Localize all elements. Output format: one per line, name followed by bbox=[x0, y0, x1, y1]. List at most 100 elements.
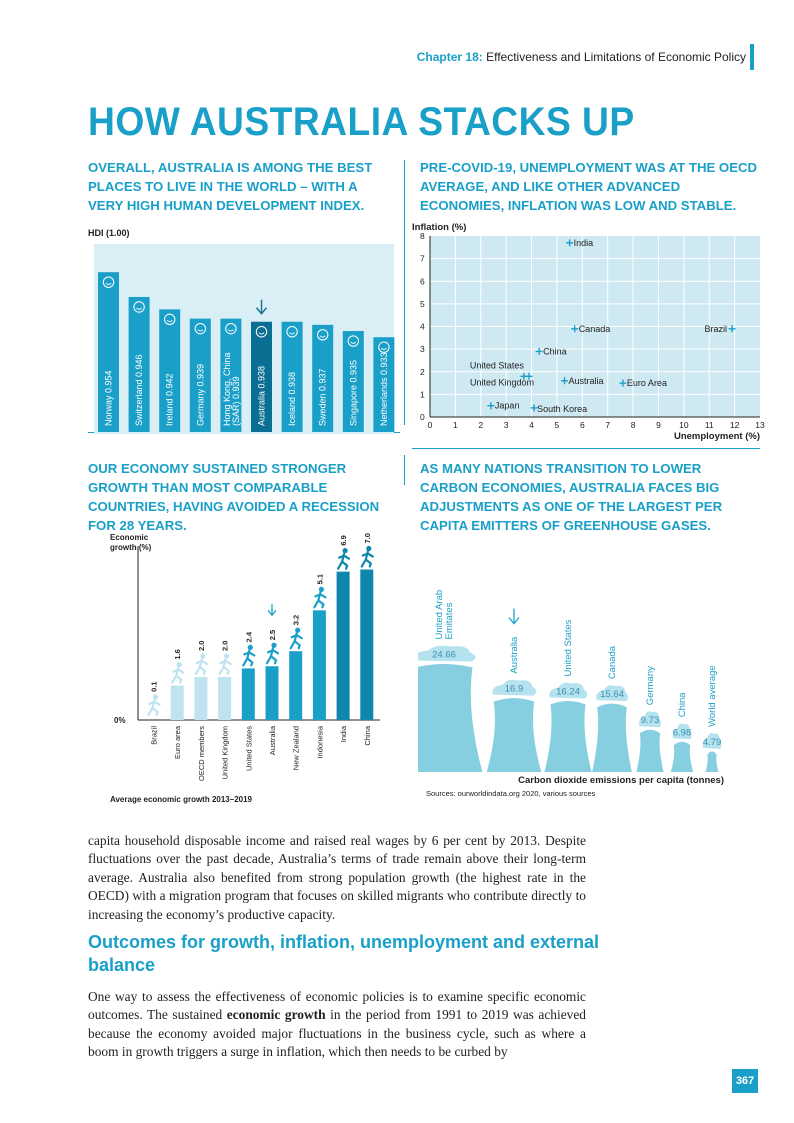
emission-cloud-icon bbox=[702, 733, 722, 749]
smiley-icon bbox=[378, 341, 390, 353]
panel-divider-bottom bbox=[404, 455, 405, 485]
cooling-tower-australia bbox=[486, 698, 542, 772]
emissions-source: Sources: ourworldindata.org 2020, variou… bbox=[426, 789, 596, 798]
hdi-bar-label-netherlands: Netherlands 0.933 bbox=[379, 352, 389, 426]
scatter-label-australia: Australia bbox=[569, 376, 604, 386]
growth-bar-new-zealand bbox=[289, 651, 303, 720]
scatter-point-india bbox=[566, 239, 574, 247]
growth-bar-oecd-members bbox=[194, 677, 208, 720]
smiley-mouth-icon bbox=[166, 320, 173, 323]
page-title: HOW AUSTRALIA STACKS UP bbox=[88, 100, 635, 144]
panel-divider-top bbox=[404, 160, 405, 425]
scatter-x-tick: 7 bbox=[605, 420, 610, 430]
growth-value-brazil: 0.1 bbox=[150, 681, 159, 691]
scatter-label-canada: Canada bbox=[579, 324, 611, 334]
para2-start: One way to assess the effectiveness of e… bbox=[88, 989, 586, 1023]
smiley-mouth-icon bbox=[258, 332, 265, 335]
growth-bar-australia bbox=[265, 666, 279, 720]
hdi-bar-label-hong-kong-china-sar: Hong Kong, China bbox=[222, 352, 232, 426]
smiley-icon bbox=[164, 313, 176, 326]
emission-country-united-arab-emitates: Emitates bbox=[444, 602, 455, 639]
emissions-x-axis-label: Carbon dioxide emissions per capita (ton… bbox=[518, 775, 724, 786]
hdi-bar-switzerland bbox=[128, 296, 150, 432]
hdi-bar-iceland bbox=[281, 321, 303, 432]
runner-head-icon bbox=[271, 642, 277, 648]
scatter-y-tick: 1 bbox=[420, 389, 425, 399]
scatter-point-brazil bbox=[728, 325, 736, 333]
emissions-heading: AS MANY NATIONS TRANSITION TO LOWER CARB… bbox=[420, 461, 723, 533]
runner-head-icon bbox=[176, 662, 182, 668]
runner-icon bbox=[337, 552, 351, 570]
para2-end: in the period from 1991 to 2019 was achi… bbox=[88, 1007, 586, 1060]
scatter-point-south-korea bbox=[530, 404, 538, 412]
growth-value-australia: 2.5 bbox=[268, 630, 277, 640]
hdi-bar-sweden bbox=[312, 324, 334, 432]
hdi-bar-label-hong-kong-china-sar: (SAR) 0.939 bbox=[231, 376, 241, 426]
emission-country-canada: Canada bbox=[607, 645, 618, 679]
cooling-tower-canada bbox=[592, 703, 632, 772]
down-arrow-icon bbox=[267, 604, 277, 617]
runner-icon bbox=[242, 649, 256, 667]
growth-value-indonesia: 5.1 bbox=[315, 574, 324, 584]
growth-value-united-states: 2.4 bbox=[244, 631, 253, 642]
scatter-y-tick: 0 bbox=[420, 412, 425, 422]
emission-value-canada: 15.64 bbox=[600, 689, 624, 700]
growth-bar-india bbox=[336, 571, 350, 720]
growth-category-china: China bbox=[363, 725, 372, 745]
cooling-tower-united-arab-emitates bbox=[418, 663, 483, 772]
runner-icon bbox=[265, 647, 280, 665]
smiley-icon bbox=[194, 322, 207, 335]
scatter-y-axis-label: Inflation (%) bbox=[412, 222, 466, 233]
scatter-x-tick: 5 bbox=[555, 420, 560, 430]
growth-value-oecd-members: 2.0 bbox=[197, 641, 206, 651]
emission-country-china: China bbox=[677, 692, 688, 718]
cooling-tower-china bbox=[670, 741, 694, 772]
emission-cloud-icon bbox=[672, 723, 692, 740]
hdi-bar-label-germany: Germany 0.939 bbox=[195, 364, 205, 426]
hdi-bar-netherlands bbox=[373, 337, 395, 432]
growth-zero-label: 0% bbox=[114, 716, 126, 725]
chapter-accent-bar bbox=[750, 44, 754, 70]
hdi-bar-label-norway: Norway 0.954 bbox=[104, 370, 114, 426]
hdi-bar-germany bbox=[189, 318, 211, 432]
growth-category-indonesia: Indonesia bbox=[315, 725, 324, 758]
emission-cloud-icon bbox=[549, 682, 588, 699]
emission-cloud-icon bbox=[418, 645, 476, 662]
runner-icon bbox=[171, 666, 185, 684]
scatter-x-tick: 13 bbox=[755, 420, 765, 430]
scatter-label-china: China bbox=[543, 346, 567, 356]
hdi-heading: OVERALL, AUSTRALIA IS AMONG THE BEST PLA… bbox=[88, 160, 373, 213]
scatter-x-tick: 0 bbox=[428, 420, 433, 430]
runner-icon bbox=[147, 698, 161, 716]
smiley-mouth-icon bbox=[380, 347, 387, 350]
down-arrow-icon bbox=[255, 299, 268, 315]
runner-icon bbox=[360, 550, 374, 568]
smiley-mouth-icon bbox=[197, 329, 204, 332]
growth-value-united-kingdom: 2.0 bbox=[221, 641, 230, 651]
scatter-label-united-states: United States bbox=[470, 360, 525, 370]
growth-bar-euro-area bbox=[170, 685, 184, 720]
scatter-point-japan bbox=[487, 402, 495, 410]
scatter-x-tick: 9 bbox=[656, 420, 661, 430]
emission-value-united-states: 16.24 bbox=[556, 687, 580, 698]
emission-value-world-average: 4.79 bbox=[703, 737, 722, 748]
smiley-icon bbox=[102, 276, 115, 288]
smiley-mouth-icon bbox=[136, 307, 143, 310]
smiley-icon bbox=[255, 326, 268, 338]
runner-icon bbox=[218, 657, 232, 676]
hdi-bar-label-sweden: Sweden 0.937 bbox=[318, 368, 328, 426]
runner-icon bbox=[313, 591, 327, 609]
smiley-mouth-icon bbox=[105, 282, 112, 285]
runner-head-icon bbox=[342, 548, 348, 554]
runner-head-icon bbox=[247, 644, 253, 650]
emission-country-world-average: World average bbox=[707, 665, 718, 727]
smiley-icon bbox=[133, 301, 145, 313]
growth-category-new-zealand: New Zealand bbox=[292, 726, 301, 770]
smiley-icon bbox=[286, 326, 298, 338]
scatter-y-tick: 2 bbox=[420, 367, 425, 377]
scatter-y-tick: 4 bbox=[420, 322, 425, 332]
scatter-point-euro-area bbox=[619, 379, 627, 387]
growth-x-axis-label: Average economic growth 2013–2019 bbox=[110, 795, 253, 804]
chapter-header: Chapter 18: Effectiveness and Limitation… bbox=[417, 50, 746, 64]
